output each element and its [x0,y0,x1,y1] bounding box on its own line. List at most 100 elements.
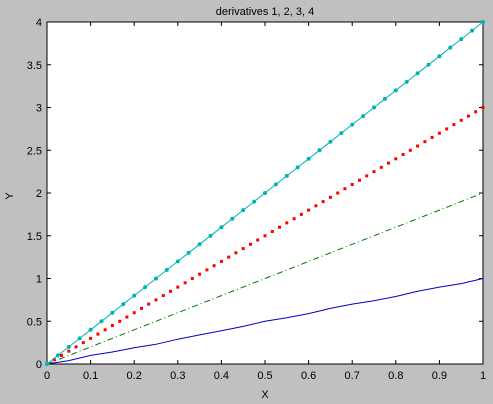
series-3-dot [459,118,463,122]
axis-ticks: 0 0.1 0.2 0.3 0.4 0.5 0.6 0.7 0.8 0.9 1 0 0.5 1 1.5 2 2.… [27,17,486,382]
series-4-point [448,45,453,50]
series-3-dot [372,170,376,174]
series-3-dot [74,345,78,349]
series-3-dot [416,144,420,148]
x-tick-label: 0.3 [170,370,185,382]
series-3-dot [147,302,151,306]
series-3-dot [118,319,122,323]
series-3-dot [52,358,56,362]
series-4-point [88,327,93,332]
x-tick-label: 0.9 [432,370,447,382]
series-3-dot [198,272,202,276]
series-3-dot [89,336,93,340]
series-3-dot [190,277,194,280]
series-3-dot [401,153,405,156]
x-tick-label: 0.8 [388,370,403,382]
series-3-dot [292,217,296,221]
series-4-point [426,62,431,67]
chart-title: derivatives 1, 2, 3, 4 [216,6,314,18]
series-4-point [219,225,224,230]
y-tick-label: 2.5 [27,145,42,157]
series-4-point [132,293,137,298]
series-4-point [372,105,376,110]
series-3-dot [205,268,209,272]
series-1-line [46,278,484,365]
series-4-point [273,182,278,187]
series-3-dot [103,328,107,332]
series-3-dot [481,106,485,109]
y-tick-label: 3.5 [27,60,42,72]
series-4-point [186,250,191,255]
series-3-dot [379,165,383,169]
series-3-dot [408,148,412,152]
series-4-point [143,285,148,290]
series-3-dot [81,341,85,345]
series-3-dot [430,135,434,139]
series-3-dot [176,285,180,289]
series-3-dot [219,259,223,263]
series-4-point [415,71,420,76]
series-4-point [241,208,246,213]
series-4-point [77,336,82,341]
series-4-point [404,79,409,84]
series-3-dot [278,225,281,229]
x-tick-label: 1 [480,370,486,382]
series-3-dot [241,247,245,251]
series-4-point [263,191,267,195]
series-3-dot [394,157,398,161]
x-tick-label: 0.1 [83,370,98,382]
series-4-point [164,267,169,272]
series-3-dot [328,195,332,199]
series-4-point [66,344,71,349]
y-tick-label: 2 [36,188,42,200]
series-4-point [339,131,344,136]
series-3-dot [161,294,165,298]
x-tick-label: 0.7 [345,370,360,382]
series-3-dot [96,332,100,336]
series-3-dot [125,315,129,319]
x-tick-label: 0.2 [127,370,142,382]
series-3-dot [212,264,216,268]
series-4-point [197,242,202,247]
series-3-dot [299,212,303,216]
series-3-dot [169,289,172,293]
series-3-dot [67,349,71,353]
x-tick-label: 0.5 [257,370,272,382]
y-tick-label: 0.5 [27,316,42,328]
series-3-dot [437,131,441,135]
series-3-dot [445,127,449,131]
series-3-dot [423,140,427,144]
series-1 [46,278,484,365]
series-4-point [382,96,387,101]
series-3-dot [110,324,114,327]
series-4-point [55,353,60,358]
series-4-point [45,362,49,366]
series-2 [46,192,484,365]
y-axis-label: Y [4,192,16,200]
series-3-dot [132,311,136,315]
series-3-dot [285,221,289,225]
series-4-point [110,310,115,315]
x-tick-label: 0 [44,370,50,382]
series-3-dot [365,174,369,178]
series-4-point [350,122,355,127]
series-3-dot [387,161,390,165]
series-4 [45,20,485,366]
series-3-dot [343,187,347,191]
series-3-dot [256,238,260,242]
series-3-dot [227,255,231,259]
x-tick-label: 0.6 [301,370,316,382]
series-3 [45,106,485,366]
series-3-dot [270,230,274,233]
series-4-point [175,259,180,264]
series-3-dot [140,306,143,310]
series-4-point [470,28,475,33]
y-tick-label: 0 [36,359,42,371]
y-tick-label: 3 [36,103,42,115]
series-4-point [121,302,126,307]
series-3-dot [234,251,238,255]
series-3-dot [358,178,361,182]
series-3-dot [307,208,311,212]
